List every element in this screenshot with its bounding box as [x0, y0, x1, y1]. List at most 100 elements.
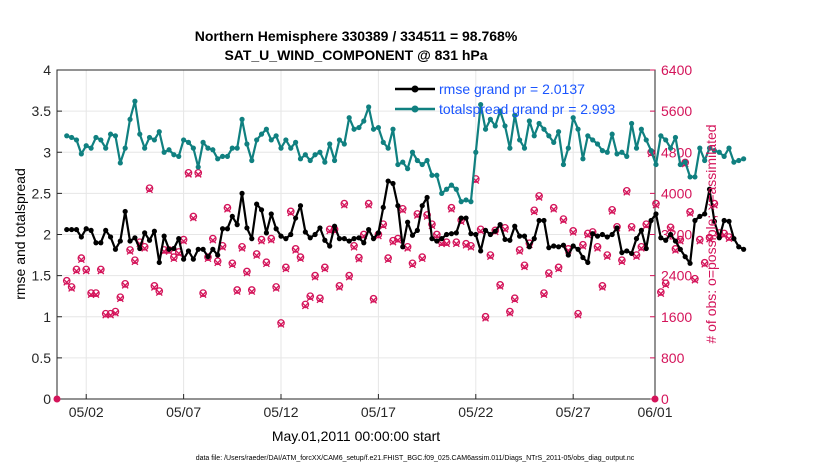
- totalspread-point: [93, 134, 99, 141]
- rmse-point: [356, 235, 362, 241]
- obs-possible-point: [67, 283, 76, 291]
- rmse-point: [171, 245, 177, 252]
- totalspread-point: [648, 148, 654, 154]
- obs-possible-point: [652, 199, 660, 208]
- rmse-point: [307, 235, 313, 241]
- totalspread-point: [112, 133, 119, 139]
- totalspread-point: [195, 164, 201, 170]
- obs-possible-point: [705, 233, 714, 242]
- obs-possible-point: [554, 263, 563, 272]
- rmse-point: [658, 235, 664, 241]
- rmse-point: [541, 217, 547, 224]
- obs-possible-point: [282, 263, 290, 272]
- totalspread-point: [507, 145, 513, 151]
- obs-assimilated-point: [272, 285, 280, 292]
- totalspread-point: [122, 145, 128, 151]
- obs-assimilated-point: [701, 260, 709, 268]
- rmse-point: [590, 231, 596, 237]
- obs-possible-point: [350, 241, 358, 250]
- rmse-point: [361, 240, 367, 246]
- obs-assimilated-point: [496, 282, 504, 290]
- totalspread-point: [575, 126, 581, 132]
- totalspread-point: [205, 145, 211, 151]
- totalspread-point: [439, 190, 445, 196]
- rmse-point: [195, 246, 201, 252]
- obs-possible-point: [549, 203, 558, 212]
- rmse-point: [385, 178, 391, 184]
- totalspread-point: [409, 149, 416, 155]
- obs-assimilated-point: [608, 207, 616, 215]
- obs-assimilated-point: [530, 208, 538, 216]
- rmse-point: [682, 254, 688, 260]
- totalspread-point: [73, 137, 80, 143]
- rmse-point: [395, 203, 401, 209]
- rmse-point: [507, 237, 513, 243]
- totalspread-point: [565, 145, 571, 151]
- obs-assimilated-point: [706, 235, 714, 243]
- rmse-point: [127, 238, 133, 244]
- rmse-point: [473, 231, 479, 238]
- obs-assimilated-point: [350, 243, 358, 251]
- obs-assimilated-point: [126, 248, 134, 255]
- obs-possible-point: [618, 256, 626, 265]
- rmse-point: [297, 203, 304, 209]
- rmse-point: [721, 217, 727, 224]
- rmse-point: [312, 231, 318, 238]
- rmse-point: [619, 249, 625, 256]
- totalspread-point: [190, 145, 196, 151]
- obs-assimilated-point: [399, 206, 407, 214]
- obs-possible-point: [277, 319, 285, 327]
- totalspread-point: [161, 149, 167, 155]
- obs-possible-point: [622, 186, 631, 195]
- totalspread-point: [702, 157, 708, 164]
- rmse-point: [112, 246, 119, 252]
- obs-possible-point: [544, 269, 553, 277]
- rmse-point: [239, 190, 245, 196]
- obs-assimilated-point: [486, 253, 494, 261]
- obs-possible-point: [627, 222, 636, 231]
- rmse-point: [69, 226, 75, 233]
- totalspread-point: [132, 98, 138, 104]
- obs-possible-point: [121, 279, 130, 288]
- totalspread-point: [244, 141, 250, 147]
- obs-assimilated-point: [521, 263, 528, 271]
- obs-assimilated-point: [725, 235, 733, 243]
- totalspread-point: [721, 153, 727, 159]
- obs-assimilated-point: [111, 309, 119, 317]
- obs-assimilated-point: [321, 265, 329, 273]
- obs-assimilated-point: [594, 244, 601, 252]
- obs-possible-point: [486, 251, 495, 259]
- rmse-point: [643, 245, 649, 252]
- rmse-point: [88, 227, 94, 233]
- obs-assimilated-point: [535, 194, 543, 201]
- totalspread-point: [185, 139, 192, 145]
- obs-assimilated-point: [306, 294, 314, 302]
- totalspread-point: [322, 159, 328, 165]
- legend-rmse-label: rmse grand pr = 2.0137: [439, 81, 585, 97]
- totalspread-point: [706, 145, 713, 151]
- totalspread-point: [663, 137, 669, 143]
- totalspread-point: [682, 159, 688, 165]
- obs-possible-point: [252, 250, 261, 258]
- obs-assimilated-point: [335, 283, 343, 291]
- totalspread-point: [380, 139, 386, 145]
- obs-assimilated-point: [662, 281, 670, 289]
- legend-rmse-marker: [411, 85, 419, 93]
- totalspread-point: [429, 172, 435, 178]
- obs-possible-point: [695, 235, 704, 244]
- obs-assimilated-point: [574, 311, 582, 319]
- totalspread-point: [741, 156, 747, 162]
- obs-assimilated-point: [433, 232, 441, 240]
- totalspread-point: [434, 172, 440, 178]
- obs-assimilated-point: [384, 256, 392, 264]
- obs-assimilated-point: [345, 273, 353, 281]
- totalspread-point: [312, 152, 318, 158]
- totalspread-point: [317, 149, 323, 155]
- obs-start-marker: [53, 395, 61, 403]
- rmse-point: [565, 252, 571, 258]
- rmse-point: [132, 235, 138, 241]
- totalspread-point: [142, 145, 148, 151]
- totalspread-point: [731, 159, 737, 165]
- rmse-point: [667, 231, 674, 238]
